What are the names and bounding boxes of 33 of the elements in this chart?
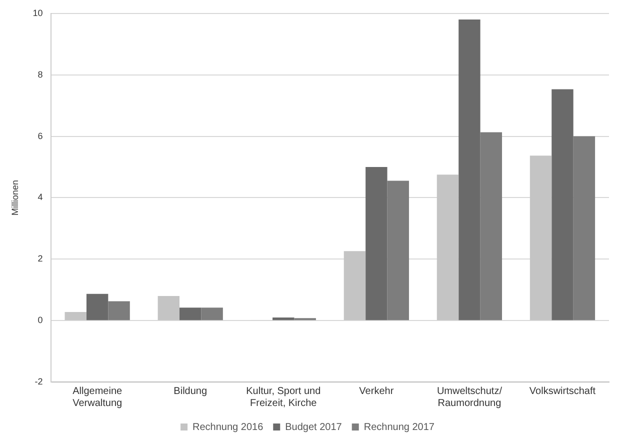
legend-label: Rechnung 2016 [192,422,264,433]
bar [480,132,502,320]
bar [201,308,223,320]
bar [552,89,574,320]
x-tick-label: Allgemeine Verwaltung [72,386,122,409]
x-tick-label: Umweltschutz/ Raumordnung [436,386,502,409]
bar [158,296,180,320]
bar [573,136,596,320]
y-tick-label: 2 [38,254,43,264]
x-tick-label: Verkehr [359,386,394,397]
y-tick-label: 6 [38,130,43,141]
bar [64,312,86,320]
bar [180,308,202,320]
bar [366,166,388,320]
x-tick-label: Bildung [174,386,208,397]
bar [108,301,130,320]
x-tick-label: Volkswirtschaft [529,386,596,397]
bar [272,317,294,320]
y-tick-label: 10 [32,8,43,18]
legend-label: Rechnung 2017 [364,422,435,433]
bar [86,294,108,320]
legend-label: Budget 2017 [285,422,342,433]
bar [530,156,552,320]
x-tick-label: Kultur, Sport und Freizeit, Kirche [246,386,321,409]
y-tick-label: 0 [38,315,43,326]
bar [387,180,409,320]
bar [436,174,459,320]
bar [458,20,480,320]
bar [344,251,366,320]
y-axis-title: Millionen [10,180,20,216]
y-tick-label: 4 [38,192,43,202]
y-tick-label: -2 [34,376,43,386]
y-tick-label: 8 [38,69,43,80]
